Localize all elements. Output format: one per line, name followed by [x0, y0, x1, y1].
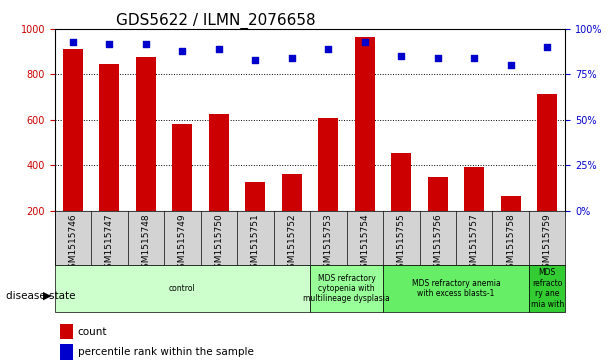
Point	[68, 39, 78, 45]
Text: GSM1515751: GSM1515751	[251, 213, 260, 274]
Point	[214, 46, 224, 52]
Bar	[529, 265, 565, 312]
Bar	[209, 114, 229, 211]
Bar	[60, 324, 72, 339]
Bar	[55, 265, 310, 312]
Text: MDS refractory anemia
with excess blasts-1: MDS refractory anemia with excess blasts…	[412, 279, 500, 298]
Bar	[172, 124, 192, 211]
Point	[506, 62, 516, 68]
Point	[323, 46, 333, 52]
Point	[396, 53, 406, 59]
Bar	[500, 196, 520, 211]
Text: count: count	[78, 327, 107, 337]
Bar	[427, 177, 447, 211]
Text: control: control	[169, 284, 196, 293]
Bar	[464, 167, 484, 211]
Point	[141, 41, 151, 46]
Point	[469, 55, 479, 61]
Point	[542, 44, 552, 50]
Bar	[60, 344, 72, 359]
Text: GSM1515757: GSM1515757	[470, 213, 478, 274]
Text: GSM1515748: GSM1515748	[142, 213, 150, 274]
Text: GSM1515746: GSM1515746	[69, 213, 77, 274]
Text: percentile rank within the sample: percentile rank within the sample	[78, 347, 254, 357]
Text: GSM1515758: GSM1515758	[506, 213, 515, 274]
Text: GSM1515756: GSM1515756	[434, 213, 442, 274]
Point	[360, 39, 370, 45]
Bar	[99, 64, 119, 211]
Bar	[136, 57, 156, 211]
Bar	[537, 94, 557, 211]
Point	[178, 48, 187, 54]
Text: MDS
refracto
ry ane
mia with: MDS refracto ry ane mia with	[531, 269, 564, 309]
Bar	[245, 182, 265, 211]
Bar	[310, 265, 383, 312]
Text: GSM1515754: GSM1515754	[361, 213, 369, 274]
Text: GSM1515752: GSM1515752	[288, 213, 296, 274]
Text: ▶: ▶	[43, 291, 52, 301]
Point	[105, 41, 114, 46]
Point	[250, 57, 260, 63]
Text: GSM1515747: GSM1515747	[105, 213, 114, 274]
Text: GSM1515755: GSM1515755	[397, 213, 406, 274]
Text: GDS5622 / ILMN_2076658: GDS5622 / ILMN_2076658	[116, 13, 316, 29]
Text: GSM1515759: GSM1515759	[543, 213, 551, 274]
Bar	[318, 118, 338, 211]
Point	[287, 55, 297, 61]
Text: GSM1515749: GSM1515749	[178, 213, 187, 274]
Text: MDS refractory
cytopenia with
multilineage dysplasia: MDS refractory cytopenia with multilinea…	[303, 274, 390, 303]
Bar	[391, 153, 411, 211]
Bar	[354, 37, 375, 211]
Text: disease state: disease state	[6, 291, 75, 301]
Text: GSM1515750: GSM1515750	[215, 213, 223, 274]
Bar	[383, 265, 529, 312]
Text: GSM1515753: GSM1515753	[324, 213, 333, 274]
Point	[433, 55, 443, 61]
Bar	[282, 174, 302, 211]
Bar	[63, 49, 83, 211]
